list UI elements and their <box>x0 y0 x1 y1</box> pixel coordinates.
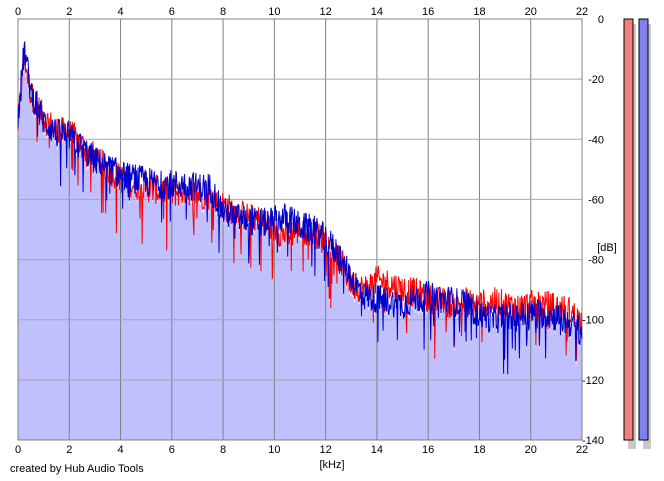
x-tick-label: 14 <box>371 6 383 18</box>
x-tick-label: 6 <box>169 6 175 18</box>
x-tick-label: 6 <box>169 444 175 456</box>
x-tick-labels-bottom: 0 2 4 6 8 10 12 14 16 18 20 22 <box>15 444 588 456</box>
x-tick-label: 20 <box>525 6 537 18</box>
x-tick-label: 8 <box>220 444 226 456</box>
x-tick-label: 18 <box>473 6 485 18</box>
x-axis-label: [kHz] <box>319 459 344 471</box>
series-lines <box>17 41 583 375</box>
plot-border <box>17 18 583 441</box>
x-tick-label: 0 <box>15 6 21 18</box>
x-tick-label: 8 <box>220 6 226 18</box>
x-tick-label: 4 <box>117 444 123 456</box>
x-tick-label: 2 <box>66 444 72 456</box>
x-tick-label: 10 <box>268 6 280 18</box>
level-meters <box>623 18 651 449</box>
y-tick-labels: 0 -20 -40 -60 -80 -100 -120 -140 <box>582 14 604 447</box>
x-tick-label: 4 <box>117 6 123 18</box>
x-tick-label: 20 <box>525 444 537 456</box>
y-tick-label: -120 <box>582 375 604 387</box>
x-tick-label: 16 <box>422 6 434 18</box>
y-tick-label: -60 <box>588 194 604 206</box>
spectrum-fill <box>18 49 582 440</box>
x-tick-label: 16 <box>422 444 434 456</box>
x-tick-label: 14 <box>371 444 383 456</box>
y-tick-label: -100 <box>582 315 604 327</box>
x-tick-label: 22 <box>576 6 588 18</box>
x-tick-label: 0 <box>15 444 21 456</box>
x-tick-labels-top: 0 2 4 6 8 10 12 14 16 18 20 22 <box>15 6 588 18</box>
x-tick-label: 12 <box>320 6 332 18</box>
x-tick-label: 12 <box>320 444 332 456</box>
meter-left <box>623 18 634 441</box>
series-line-right <box>17 41 583 375</box>
y-tick-label: -40 <box>588 134 604 146</box>
x-tick-label: 22 <box>576 444 588 456</box>
y-tick-label: -80 <box>588 255 604 267</box>
y-axis-label: [dB] <box>597 242 617 254</box>
x-tick-label: 10 <box>268 444 280 456</box>
y-tick-label: -140 <box>582 435 604 447</box>
y-tick-label: -20 <box>588 74 604 86</box>
credit-text: created by Hub Audio Tools <box>10 463 144 475</box>
x-tick-label: 2 <box>66 6 72 18</box>
meter-right <box>638 18 649 441</box>
spectrum-fill-area <box>18 49 582 440</box>
y-tick-label: 0 <box>598 14 604 26</box>
x-tick-label: 18 <box>473 444 485 456</box>
